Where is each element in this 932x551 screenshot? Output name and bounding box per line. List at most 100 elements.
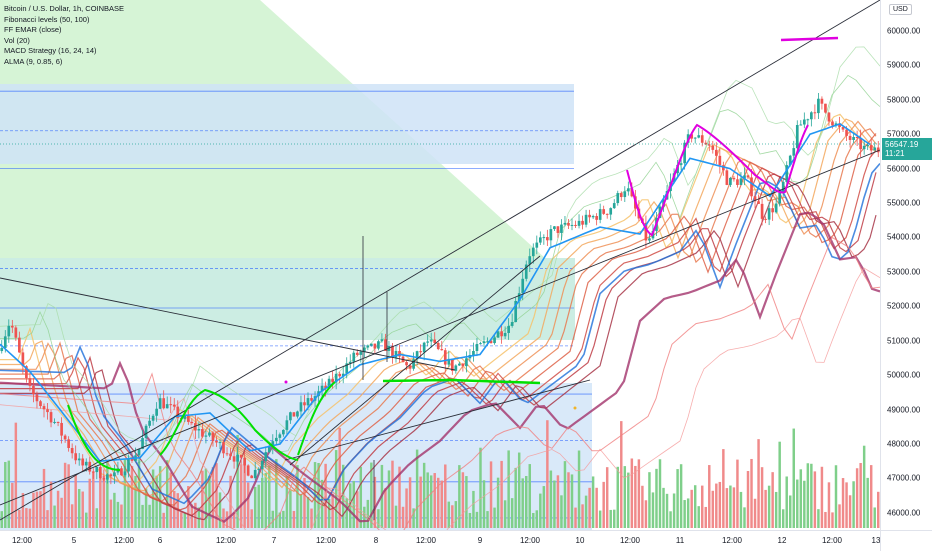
volume-bar [655,468,658,528]
trendline [284,379,591,461]
price-chart-svg[interactable] [0,0,880,530]
volume-bar [693,485,697,528]
legend-indicator-volume[interactable]: Vol (20) [4,35,30,45]
volume-bar [412,508,415,528]
volume-bar [767,485,771,528]
volume-bar [324,463,327,528]
volume-bar [268,465,271,528]
volume-bar [609,509,612,528]
candle-body [278,434,282,438]
volume-bar [637,459,641,528]
volume-bar [468,512,472,528]
price-chart-pane[interactable]: Bitcoin / U.S. Dollar, 1h, COINBASE Fibo… [0,0,880,530]
volume-bar [92,471,95,528]
volume-bar [187,486,190,528]
candle-body [482,341,486,344]
candle-body [619,193,623,198]
price-tick-label: 54000.00 [887,232,921,242]
volume-bar [155,475,158,528]
volume-bar [574,507,577,528]
volume-bar [676,469,679,528]
volume-bar [232,512,236,528]
volume-bar [28,508,32,528]
candle-body [267,445,271,453]
candle-body [598,209,602,220]
volume-bar [581,504,584,528]
candle-body [454,365,458,371]
volume-bar [4,461,7,528]
volume-bar [778,441,781,528]
volume-bar [236,434,239,528]
legend-indicator-ff-emar[interactable]: FF EMAR (close) [4,25,62,35]
candle-body [693,137,697,139]
candle-body [28,378,32,386]
volume-bar [373,476,377,528]
candle-body [102,478,106,480]
candle-body [479,343,482,345]
candle-body [25,366,28,379]
candle-body [817,98,820,114]
volume-bar [370,462,373,528]
candle-body [732,177,736,180]
candle-body [0,347,4,352]
volume-bar [419,476,422,528]
candle-body [10,325,14,328]
candle-body [605,213,609,215]
candle-body [327,378,331,389]
volume-bar [180,512,183,528]
volume-bar [310,508,313,528]
volume-bar [510,498,514,528]
candle-body [208,432,211,436]
legend-indicator-alma[interactable]: ALMA (9, 0.85, 6) [4,56,63,66]
candle-body [429,339,433,342]
time-tick-label: 12:00 [619,536,641,545]
candle-body [841,127,845,130]
legend-symbol[interactable]: Bitcoin / U.S. Dollar, 1h, COINBASE [4,4,125,13]
candle-body [355,352,359,355]
candle-body [204,435,208,437]
volume-bar [855,468,859,528]
volume-bar [261,477,264,528]
volume-bar [42,468,46,528]
time-tick-label: 11 [675,536,685,545]
candle-body [581,220,584,225]
volume-bar [201,470,204,528]
volume-bar [53,505,56,528]
volume-bar [99,473,102,528]
legend-indicator-fibonacci[interactable]: Fibonacci levels (50, 100) [4,14,90,24]
volume-bar [781,509,785,528]
candle-body [612,203,616,209]
candle-body [750,177,753,197]
fib-zone-lower [0,383,592,530]
candle-body [98,466,102,479]
candle-body [528,256,532,265]
volume-bar [218,492,222,528]
currency-badge[interactable]: USD [889,4,912,15]
legend-indicator-macd[interactable]: MACD Strategy (16, 24, 14) [4,46,97,56]
candle-body [595,216,598,220]
candle-body [644,222,648,241]
candle-body [53,421,56,423]
volume-bar [605,467,609,528]
time-axis[interactable]: 12:00 5 12:00 6 12:00 7 12:00 8 12:00 9 12:00 10 12:… [0,530,880,551]
candle-body [704,142,708,145]
volume-bar [644,500,648,528]
candle-body [172,404,176,407]
volume-bar [711,490,715,528]
candle-body [827,112,831,122]
candle-body [197,429,201,431]
ema-ribbon-line [0,118,877,492]
volume-bar [630,458,634,528]
volume-bar [546,420,549,528]
candle-body [795,124,799,149]
trendline [289,255,541,466]
candle-body [436,342,440,350]
candle-body [127,458,130,472]
volume-bar [7,460,11,528]
candle-body [824,103,827,113]
candle-body [229,453,232,457]
candle-body [162,398,166,409]
price-axis[interactable]: USD 56547.19 11:21 60000.00 59000.00 58000… [880,0,932,530]
candle-body [623,191,627,198]
candle-body [408,365,412,369]
